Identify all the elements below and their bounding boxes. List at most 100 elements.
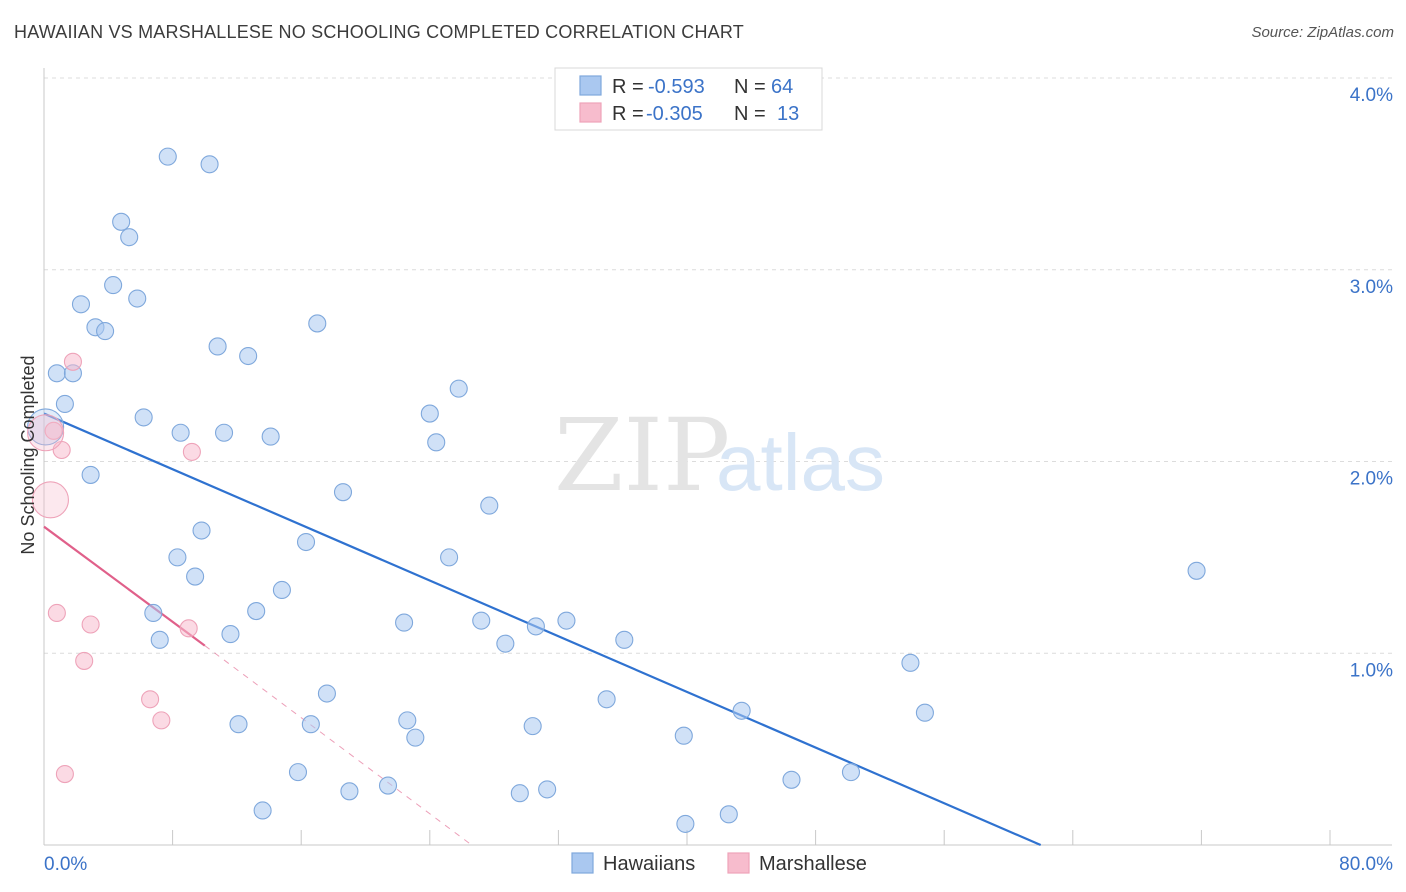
point-hawaiians xyxy=(395,613,414,632)
x-tick-label-max: 80.0% xyxy=(1339,854,1393,875)
legend-r-label: R = xyxy=(612,76,644,98)
axes xyxy=(43,68,1392,846)
point-hawaiians xyxy=(782,770,801,789)
watermark-zip: ZIP xyxy=(554,397,730,514)
legend-n-value: 13 xyxy=(777,103,799,125)
point-hawaiians xyxy=(732,701,751,720)
legend-bottom-swatch-marshallese xyxy=(727,852,750,874)
point-hawaiians xyxy=(288,763,308,782)
point-hawaiians xyxy=(200,155,219,174)
point-hawaiians xyxy=(449,379,468,398)
legend-n-label: N = xyxy=(734,103,766,125)
point-hawaiians xyxy=(510,784,529,803)
point-hawaiians xyxy=(171,423,190,442)
point-marshallese xyxy=(27,414,65,452)
watermark: ZIP atlas xyxy=(554,397,885,514)
legend-bottom-label-marshallese: Marshallese xyxy=(759,853,867,875)
legend-bottom-swatch-hawaiians xyxy=(571,852,594,874)
point-hawaiians xyxy=(308,314,327,333)
point-hawaiians xyxy=(47,364,66,383)
chart-title: HAWAIIAN VS MARSHALLESE NO SCHOOLING COM… xyxy=(14,22,744,42)
point-hawaiians xyxy=(150,630,169,649)
point-hawaiians xyxy=(168,548,187,567)
point-hawaiians xyxy=(301,715,320,734)
point-hawaiians xyxy=(239,346,258,366)
watermark-atlas: atlas xyxy=(716,418,885,507)
point-hawaiians xyxy=(296,532,316,552)
data-points xyxy=(27,147,1206,833)
y-tick-label: 4.0% xyxy=(1350,85,1393,106)
point-hawaiians xyxy=(71,295,91,314)
point-hawaiians xyxy=(472,611,491,630)
source-credit: Source: ZipAtlas.com xyxy=(1251,24,1394,41)
legend-r-value: -0.305 xyxy=(646,103,703,125)
x-tick-label-min: 0.0% xyxy=(44,854,87,875)
point-hawaiians xyxy=(538,780,557,799)
point-marshallese xyxy=(47,603,66,623)
point-marshallese xyxy=(44,421,63,440)
point-hawaiians xyxy=(378,776,398,795)
point-hawaiians xyxy=(192,521,211,540)
point-hawaiians xyxy=(674,726,693,745)
point-hawaiians xyxy=(427,433,446,452)
point-marshallese xyxy=(182,442,201,461)
point-marshallese xyxy=(63,352,82,371)
point-hawaiians xyxy=(340,782,359,801)
point-hawaiians xyxy=(615,630,634,649)
point-hawaiians xyxy=(134,408,153,427)
point-hawaiians xyxy=(112,212,131,231)
point-hawaiians xyxy=(597,690,616,709)
point-hawaiians xyxy=(253,801,272,820)
point-hawaiians xyxy=(221,625,240,644)
point-hawaiians xyxy=(526,617,545,636)
point-marshallese xyxy=(179,619,198,638)
point-marshallese xyxy=(152,711,171,730)
point-hawaiians xyxy=(247,602,266,621)
point-marshallese xyxy=(75,651,94,670)
point-marshallese xyxy=(55,765,74,784)
y-tick-label: 1.0% xyxy=(1350,660,1393,681)
point-marshallese xyxy=(81,615,100,634)
legend-swatch-hawaiians xyxy=(579,75,602,96)
point-hawaiians xyxy=(158,147,177,166)
point-hawaiians xyxy=(676,814,695,833)
point-hawaiians xyxy=(440,548,459,567)
trend-line-marshallese xyxy=(43,525,206,647)
point-hawaiians xyxy=(841,763,861,782)
point-hawaiians xyxy=(719,805,738,824)
legend-r-label: R = xyxy=(612,103,644,125)
point-hawaiians xyxy=(480,496,499,515)
point-hawaiians xyxy=(186,567,205,586)
point-hawaiians xyxy=(317,684,336,703)
y-tick-labels: 1.0% 2.0% 3.0% 4.0% xyxy=(1350,85,1393,681)
point-hawaiians xyxy=(496,634,515,653)
point-hawaiians xyxy=(272,580,291,600)
point-hawaiians xyxy=(214,423,234,442)
point-hawaiians xyxy=(406,728,425,747)
legend-n-label: N = xyxy=(734,76,766,98)
point-hawaiians xyxy=(261,427,280,446)
point-hawaiians xyxy=(229,715,248,734)
point-hawaiians xyxy=(55,394,74,414)
legend-top: R = -0.593 N = 64 R = -0.305 N = 13 xyxy=(554,67,823,131)
point-hawaiians xyxy=(81,465,100,484)
point-hawaiians xyxy=(208,337,227,356)
point-hawaiians xyxy=(144,603,163,623)
y-axis-title: No Schooling Completed xyxy=(18,355,38,554)
point-hawaiians xyxy=(398,711,417,730)
point-hawaiians xyxy=(128,289,147,308)
legend-bottom-label-hawaiians: Hawaiians xyxy=(603,853,695,875)
legend-n-value: 64 xyxy=(771,76,793,98)
point-hawaiians xyxy=(915,703,934,722)
point-hawaiians xyxy=(557,611,576,630)
y-tick-label: 3.0% xyxy=(1350,277,1393,298)
point-marshallese xyxy=(141,690,160,709)
y-tick-label: 2.0% xyxy=(1350,469,1393,490)
point-marshallese xyxy=(31,481,69,519)
point-hawaiians xyxy=(523,717,542,736)
point-hawaiians xyxy=(901,653,920,672)
point-hawaiians xyxy=(1187,561,1206,580)
trend-line-extension-marshallese xyxy=(204,645,472,846)
point-hawaiians xyxy=(104,276,123,295)
